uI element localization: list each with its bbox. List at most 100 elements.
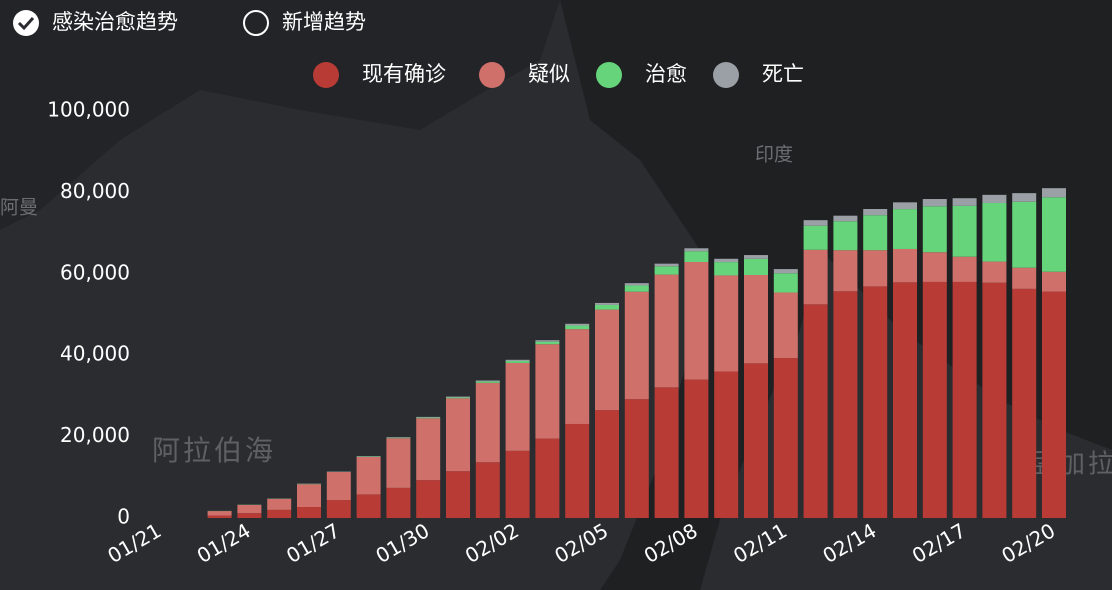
bar-segment <box>1042 188 1066 198</box>
bar-segment <box>833 250 858 292</box>
bar-segment <box>624 399 649 518</box>
bar-segment <box>893 202 917 210</box>
bar-segment <box>922 281 947 518</box>
bar-segment <box>386 487 411 518</box>
toggle[interactable]: 新增趋势 <box>243 10 366 36</box>
bar-segment <box>505 450 530 518</box>
bar-segment <box>624 291 649 400</box>
bar-segment <box>803 220 828 226</box>
bar-segment <box>297 484 321 508</box>
bar-segment <box>1012 201 1037 268</box>
legend-item[interactable]: 治愈 <box>596 62 687 88</box>
legend-swatch[interactable] <box>479 62 505 88</box>
bar-segment <box>475 381 500 383</box>
toggle[interactable]: 感染治愈趋势 <box>13 10 178 36</box>
legend-swatch[interactable] <box>313 62 339 88</box>
bar-segment <box>356 456 381 495</box>
legend-label[interactable]: 治愈 <box>645 62 687 86</box>
bar-segment <box>863 250 888 287</box>
toggle-label[interactable]: 新增趋势 <box>282 10 366 34</box>
bar-segment <box>505 362 530 451</box>
bar-segment <box>356 494 381 518</box>
bar-segment <box>446 398 470 472</box>
bar-segment <box>863 215 888 251</box>
bar-segment <box>475 382 500 463</box>
bar-segment <box>922 252 947 282</box>
toggle-radio[interactable] <box>13 10 39 36</box>
bar-segment <box>833 215 858 222</box>
toggle-label[interactable]: 感染治愈趋势 <box>52 10 178 34</box>
bar-segment <box>386 437 411 438</box>
bar-segment <box>893 248 917 283</box>
bar-segment <box>744 255 768 259</box>
bar-segment <box>565 323 590 326</box>
bar-segment <box>446 471 470 518</box>
legend-label[interactable]: 现有确诊 <box>362 62 446 86</box>
bar-segment <box>446 397 470 399</box>
bar-segment <box>326 472 351 501</box>
bar-segment <box>475 462 500 518</box>
bar-segment <box>595 309 619 411</box>
bar-segment <box>654 263 679 267</box>
legend-label[interactable]: 疑似 <box>528 62 570 86</box>
map-label: 阿拉伯海 <box>152 434 276 467</box>
bar-segment <box>744 275 768 364</box>
bar-segment <box>952 281 977 518</box>
y-tick-label: 40,000 <box>60 342 130 366</box>
bar-segment <box>744 363 768 518</box>
bar-segment <box>565 423 590 518</box>
bar-segment <box>744 258 768 276</box>
bar-segment <box>1042 291 1066 518</box>
bar-segment <box>863 286 888 518</box>
bar-segment <box>803 225 828 250</box>
bar-segment <box>654 266 679 275</box>
bar-segment <box>446 396 470 398</box>
bar-segment <box>535 341 560 345</box>
y-tick-label: 60,000 <box>60 260 130 284</box>
legend-item[interactable]: 死亡 <box>713 62 804 88</box>
bar-segment <box>654 274 679 388</box>
bar-segment <box>773 358 798 518</box>
toggle-radio[interactable] <box>243 10 269 36</box>
y-tick-label: 100,000 <box>47 98 130 122</box>
bar-segment <box>893 209 917 249</box>
bar-segment <box>1012 193 1037 202</box>
bar-segment <box>982 261 1007 283</box>
bar-segment <box>237 504 262 514</box>
bar-segment <box>267 509 292 518</box>
bar-segment <box>714 262 739 276</box>
map-label: 印度 <box>755 144 793 166</box>
bar-segment <box>654 387 679 518</box>
legend-item[interactable]: 疑似 <box>479 62 570 88</box>
bar-segment <box>684 251 709 262</box>
bar-segment <box>952 198 977 206</box>
bar-segment <box>714 258 739 263</box>
bar-segment <box>207 511 232 516</box>
bar-segment <box>565 325 590 330</box>
legend-label[interactable]: 死亡 <box>762 62 804 86</box>
bar-segment <box>714 371 739 518</box>
bar-segment <box>535 340 560 342</box>
bar-segment <box>416 418 441 481</box>
bar-segment <box>535 438 560 518</box>
bar-segment <box>833 221 858 251</box>
bar-segment <box>416 417 441 419</box>
bar-segment <box>1012 288 1037 518</box>
bar-segment <box>237 513 262 518</box>
bar-segment <box>714 275 739 372</box>
legend-swatch[interactable] <box>596 62 622 88</box>
bar-segment <box>952 256 977 282</box>
bar-segment <box>833 291 858 518</box>
bar-segment <box>684 261 709 380</box>
bar-segment <box>624 285 649 292</box>
y-tick-label: 0 <box>117 505 130 529</box>
bar-segment <box>773 292 798 359</box>
bar-segment <box>565 329 590 424</box>
bar-segment <box>416 416 441 418</box>
legend-swatch[interactable] <box>713 62 739 88</box>
bar-segment <box>595 410 619 518</box>
legend-item[interactable]: 现有确诊 <box>313 62 446 88</box>
y-tick-label: 80,000 <box>60 179 130 203</box>
